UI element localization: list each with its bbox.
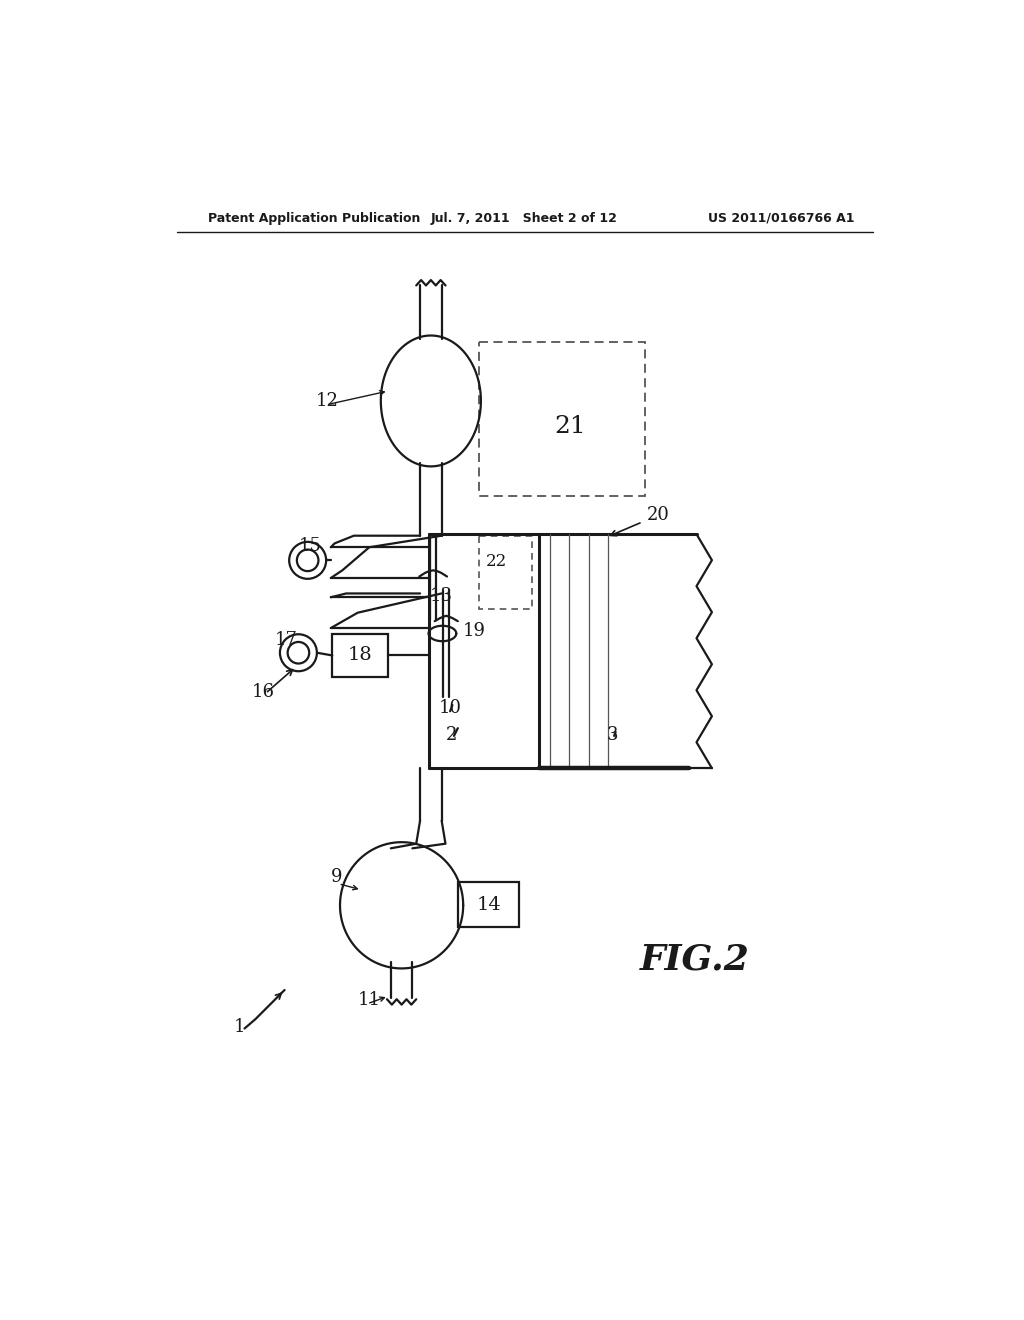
Text: Jul. 7, 2011   Sheet 2 of 12: Jul. 7, 2011 Sheet 2 of 12: [431, 213, 617, 224]
Text: 16: 16: [252, 684, 275, 701]
Text: US 2011/0166766 A1: US 2011/0166766 A1: [708, 213, 855, 224]
Text: 21: 21: [554, 414, 586, 438]
Bar: [479, 536, 531, 609]
Text: 11: 11: [357, 991, 381, 1010]
Text: 20: 20: [646, 507, 670, 524]
Text: 14: 14: [476, 895, 501, 913]
Text: 15: 15: [298, 537, 322, 556]
Text: 12: 12: [315, 392, 338, 411]
Text: 9: 9: [331, 869, 342, 886]
Text: 10: 10: [438, 698, 462, 717]
Text: 19: 19: [463, 622, 486, 640]
Text: 17: 17: [274, 631, 297, 649]
Text: 2: 2: [446, 726, 458, 743]
Bar: [458, 882, 519, 927]
Bar: [479, 342, 645, 496]
Text: 1: 1: [233, 1018, 245, 1036]
Text: 18: 18: [347, 647, 373, 664]
Text: FIG.2: FIG.2: [640, 942, 751, 977]
Bar: [333, 635, 388, 677]
Text: 13: 13: [429, 587, 453, 605]
Text: 22: 22: [485, 553, 507, 570]
Text: Patent Application Publication: Patent Application Publication: [208, 213, 420, 224]
Text: 3: 3: [606, 726, 617, 743]
